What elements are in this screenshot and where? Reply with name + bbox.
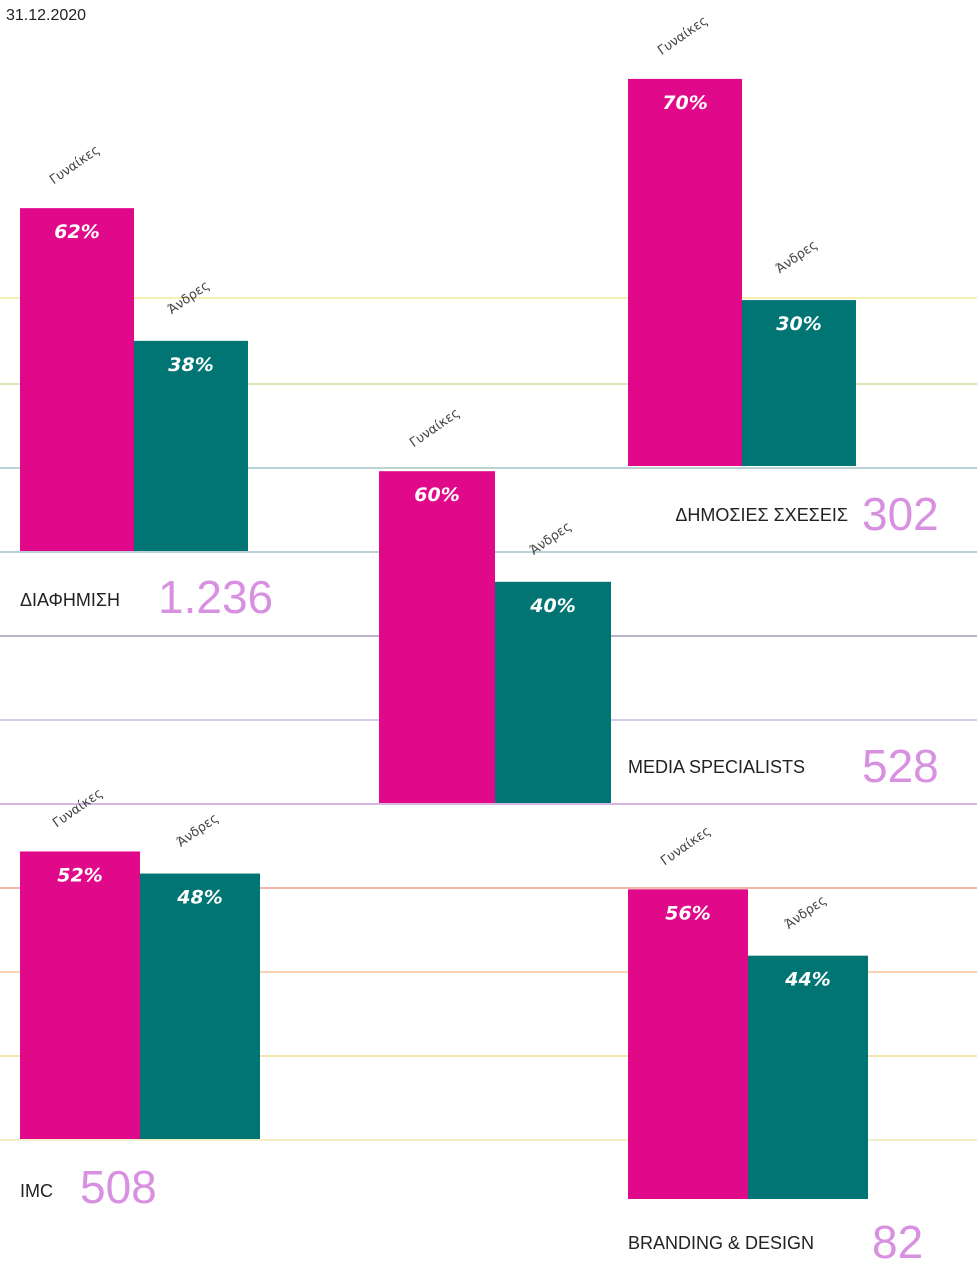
bar xyxy=(742,300,856,466)
date: 31.12.2020 xyxy=(6,7,86,24)
category-label: Άνδρες xyxy=(773,238,820,277)
bar xyxy=(134,340,248,551)
bar xyxy=(495,581,611,803)
bar xyxy=(20,851,140,1139)
total-label: 508 xyxy=(80,1161,157,1213)
value-label: 40% xyxy=(529,595,575,617)
category-label: Γυναίκες xyxy=(47,143,103,188)
value-label: 60% xyxy=(414,484,459,506)
value-label: 38% xyxy=(168,354,213,376)
chart-title: ΔΙΑΦΗΜΙΣΗ xyxy=(20,590,120,610)
category-label: Άνδρες xyxy=(782,893,829,932)
bar xyxy=(379,471,495,803)
bar xyxy=(628,889,748,1199)
chart-title: MEDIA SPECIALISTS xyxy=(628,757,805,777)
category-label: Γυναίκες xyxy=(658,824,714,869)
total-label: 302 xyxy=(862,488,939,540)
value-label: 70% xyxy=(662,92,707,114)
value-label: 56% xyxy=(665,902,710,924)
chart-title: IMC xyxy=(20,1181,53,1201)
category-label: Άνδρες xyxy=(174,811,221,850)
total-label: 1.236 xyxy=(158,571,273,623)
category-label: Γυναίκες xyxy=(407,406,463,451)
total-label: 528 xyxy=(862,740,939,792)
bar xyxy=(140,873,260,1139)
value-label: 52% xyxy=(57,864,102,886)
value-label: 30% xyxy=(776,313,821,335)
chart-title: ΔΗΜΟΣΙΕΣ ΣΧΕΣΕΙΣ xyxy=(675,505,848,525)
bar xyxy=(748,955,868,1199)
value-label: 48% xyxy=(176,887,222,909)
bar xyxy=(20,208,134,551)
chart-title: BRANDING & DESIGN xyxy=(628,1233,814,1253)
value-label: 44% xyxy=(784,969,830,991)
category-label: Γυναίκες xyxy=(655,13,711,58)
total-label: 82 xyxy=(872,1216,923,1264)
value-label: 62% xyxy=(54,221,99,243)
bar xyxy=(628,78,742,467)
category-label: Γυναίκες xyxy=(50,786,106,831)
